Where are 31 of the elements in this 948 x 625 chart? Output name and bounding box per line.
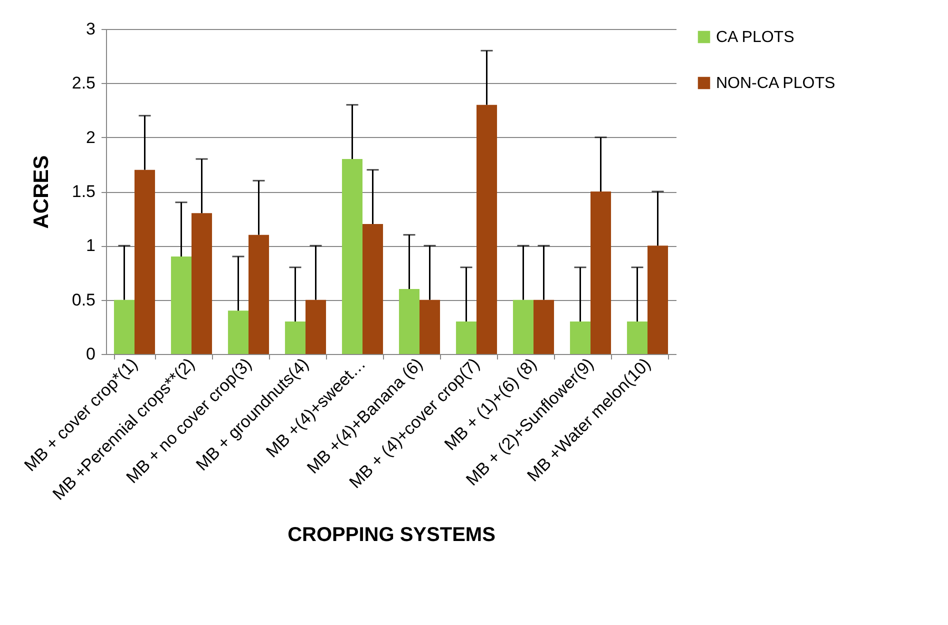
bar [306, 300, 326, 354]
bar [476, 104, 498, 354]
bar [512, 300, 534, 354]
bar [170, 256, 192, 354]
x-axis-title: CROPPING SYSTEMS [288, 524, 496, 546]
bar [456, 322, 476, 354]
bar [534, 300, 554, 354]
bar [362, 224, 384, 354]
bar [398, 289, 420, 354]
bar [192, 213, 212, 354]
y-axis-title: ACRES [30, 155, 53, 229]
bar [626, 322, 648, 354]
y-tick-label: 2.5 [72, 74, 96, 93]
legend-label: NON-CA PLOTS [716, 75, 836, 92]
y-tick-label: 1.5 [72, 182, 96, 201]
bar [248, 234, 270, 354]
y-tick-label: 0 [86, 344, 96, 364]
y-tick-label: 2 [86, 128, 96, 147]
y-tick-label: 0.5 [72, 290, 96, 310]
bar [228, 310, 248, 354]
y-tick-label: 1 [86, 236, 96, 256]
y-tick-label: 3 [86, 20, 96, 38]
bar [570, 322, 590, 354]
bar [648, 246, 668, 354]
legend-label: CA PLOTS [716, 29, 794, 46]
bar [114, 300, 134, 354]
bar [284, 322, 306, 354]
bar [134, 170, 156, 354]
bar [420, 300, 440, 354]
bar [590, 192, 612, 354]
bar [342, 159, 362, 354]
